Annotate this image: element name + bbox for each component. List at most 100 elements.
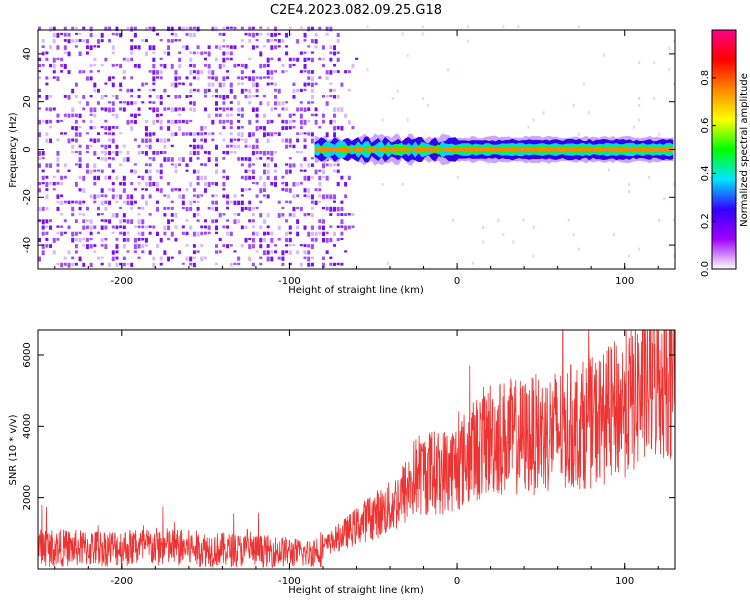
spectrogram-cell bbox=[262, 163, 266, 167]
spectrogram-cell bbox=[41, 119, 45, 123]
spectrogram-cell bbox=[237, 213, 241, 216]
spectrogram-cell bbox=[321, 45, 325, 50]
spectrogram-cell bbox=[274, 150, 278, 154]
spectrogram-cell bbox=[303, 57, 307, 62]
spectrogram-cell bbox=[56, 237, 60, 241]
spectrogram-cell bbox=[259, 200, 263, 204]
spectrogram-cell bbox=[67, 225, 71, 229]
spectrogram-cell bbox=[333, 119, 337, 123]
spectrogram-cell bbox=[52, 63, 56, 69]
spectrogram-cell bbox=[100, 237, 104, 243]
spectrogram-cell bbox=[321, 262, 325, 268]
spectrogram-cell bbox=[189, 150, 193, 156]
spectrogram-cell bbox=[189, 32, 193, 38]
spectrogram-cell bbox=[45, 188, 49, 191]
spectrogram-cell bbox=[248, 57, 252, 61]
x-tick-label: 100 bbox=[615, 576, 634, 587]
spectrogram-cell bbox=[152, 70, 156, 75]
spectrogram-cell bbox=[215, 250, 219, 254]
spectrogram-cell bbox=[262, 182, 266, 187]
spectrogram-cell bbox=[303, 194, 307, 197]
spectrogram-cell bbox=[292, 206, 296, 212]
spectrogram-cell bbox=[266, 194, 270, 199]
spectrogram-cell bbox=[152, 51, 156, 54]
spectrogram-cell bbox=[74, 182, 78, 187]
spectrogram-cell bbox=[215, 26, 219, 32]
spectrogram-cell bbox=[89, 144, 93, 147]
spectrogram-cell bbox=[240, 206, 244, 212]
spectrogram-cell bbox=[262, 237, 266, 243]
spectrogram-cell bbox=[240, 76, 244, 80]
spectrogram-cell bbox=[122, 244, 126, 249]
spectrogram-cell bbox=[406, 53, 409, 57]
spectrogram-cell bbox=[347, 225, 351, 230]
spectrogram-cell bbox=[163, 194, 167, 197]
spectrogram-cell bbox=[277, 256, 281, 260]
spectrogram-cell bbox=[237, 113, 241, 117]
spectrogram-cell bbox=[38, 63, 41, 68]
spectrogram-cell bbox=[93, 150, 97, 156]
spectrogram-cell bbox=[111, 225, 115, 229]
spectrogram-cell bbox=[333, 63, 337, 67]
spectrogram-cell bbox=[67, 95, 71, 100]
spectrogram-cell bbox=[144, 138, 148, 143]
spectrogram-cell bbox=[226, 45, 230, 48]
spectrogram-cell bbox=[262, 231, 266, 236]
spectrogram-cell bbox=[211, 82, 215, 87]
spectrogram-cell bbox=[144, 163, 148, 167]
spectrogram-cell bbox=[299, 101, 303, 104]
spectrogram-cell bbox=[89, 113, 93, 116]
spectrogram-cell bbox=[262, 126, 266, 131]
spectrogram-cell bbox=[262, 63, 266, 68]
spectrogram-cell bbox=[196, 45, 200, 50]
spectrogram-cell bbox=[163, 107, 167, 111]
spectrogram-cell bbox=[196, 231, 200, 237]
spectrogram-cell bbox=[288, 32, 292, 36]
spectrogram-cell bbox=[344, 194, 348, 199]
spectrogram-cell bbox=[181, 26, 185, 32]
spectrogram-cell bbox=[266, 57, 270, 63]
spectrogram-cell bbox=[119, 182, 123, 186]
spectrogram-cell bbox=[318, 194, 322, 198]
spectrogram-cell bbox=[237, 144, 241, 149]
spectrogram-cell bbox=[85, 163, 89, 169]
spectrogram-cell bbox=[310, 70, 314, 74]
spectrogram-cell bbox=[215, 182, 219, 186]
spectrogram-cell bbox=[89, 262, 93, 268]
spectrogram-cell bbox=[38, 219, 41, 222]
spectrogram-cell bbox=[325, 237, 329, 243]
spectrogram-cell bbox=[130, 126, 134, 131]
spectrogram-cell bbox=[299, 150, 303, 154]
spectrogram-cell bbox=[218, 32, 222, 36]
spectrogram-cell bbox=[266, 256, 270, 262]
spectrogram-cell bbox=[60, 132, 64, 135]
spectrogram-cell bbox=[307, 213, 311, 216]
spectrogram-cell bbox=[196, 26, 200, 32]
spectrogram-cell bbox=[207, 51, 211, 57]
spectrogram-cell bbox=[366, 25, 369, 29]
spectrogram-cell bbox=[38, 157, 41, 161]
spectrogram-cell bbox=[49, 26, 53, 32]
spectrogram-cell bbox=[240, 113, 244, 118]
spectrogram-cell bbox=[56, 113, 60, 118]
spectrogram-cell bbox=[159, 150, 163, 155]
spectrogram-cell bbox=[215, 200, 219, 205]
spectrogram-cell bbox=[159, 95, 163, 100]
spectrogram-cell bbox=[285, 182, 289, 187]
spectrogram-cell bbox=[67, 250, 71, 255]
spectrogram-cell bbox=[240, 157, 244, 161]
spectrogram-cell bbox=[163, 231, 167, 236]
spectrogram-cell bbox=[237, 82, 241, 86]
spectrogram-cell bbox=[148, 231, 152, 235]
spectrogram-cell bbox=[133, 237, 137, 243]
spectrogram-cell bbox=[56, 150, 60, 156]
spectrogram-cell bbox=[222, 188, 226, 191]
spectrogram-cell bbox=[211, 119, 215, 125]
spectrogram-cell bbox=[207, 82, 211, 87]
spectrogram-cell bbox=[38, 70, 41, 73]
spectrogram-cell bbox=[133, 26, 137, 31]
spectrogram-cell bbox=[126, 237, 130, 242]
spectrogram-cell bbox=[281, 107, 285, 111]
spectrogram-cell bbox=[281, 182, 285, 185]
spectrogram-cell bbox=[159, 126, 163, 130]
